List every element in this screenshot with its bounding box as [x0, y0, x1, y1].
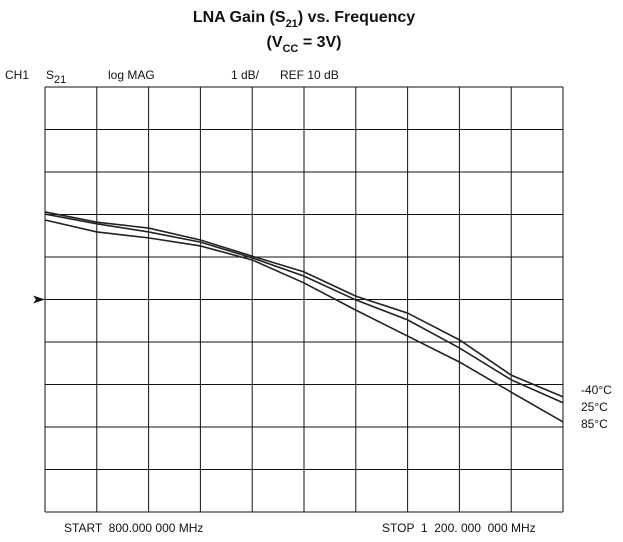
format: log MAG [108, 68, 155, 82]
parameter: S21 [46, 68, 66, 86]
reference-arrow [33, 295, 45, 304]
legend-label: -40°C [581, 383, 612, 397]
start-label: START 800.000 000 MHz [64, 521, 203, 535]
ref-label: REF 10 dB [280, 68, 339, 82]
line-series [44, 219, 564, 423]
line-series [44, 213, 564, 404]
line-series [44, 211, 564, 398]
legend-label: 25°C [581, 400, 608, 414]
chart-title: LNA Gain (S21) vs. Frequency [193, 9, 415, 30]
legend-label: 85°C [581, 417, 608, 431]
stop-label: STOP 1 200. 000 000 MHz [382, 521, 536, 535]
channel: CH1 [5, 68, 29, 82]
scale: 1 dB/ [231, 68, 260, 82]
chart-subtitle: (VCC = 3V) [266, 34, 341, 55]
